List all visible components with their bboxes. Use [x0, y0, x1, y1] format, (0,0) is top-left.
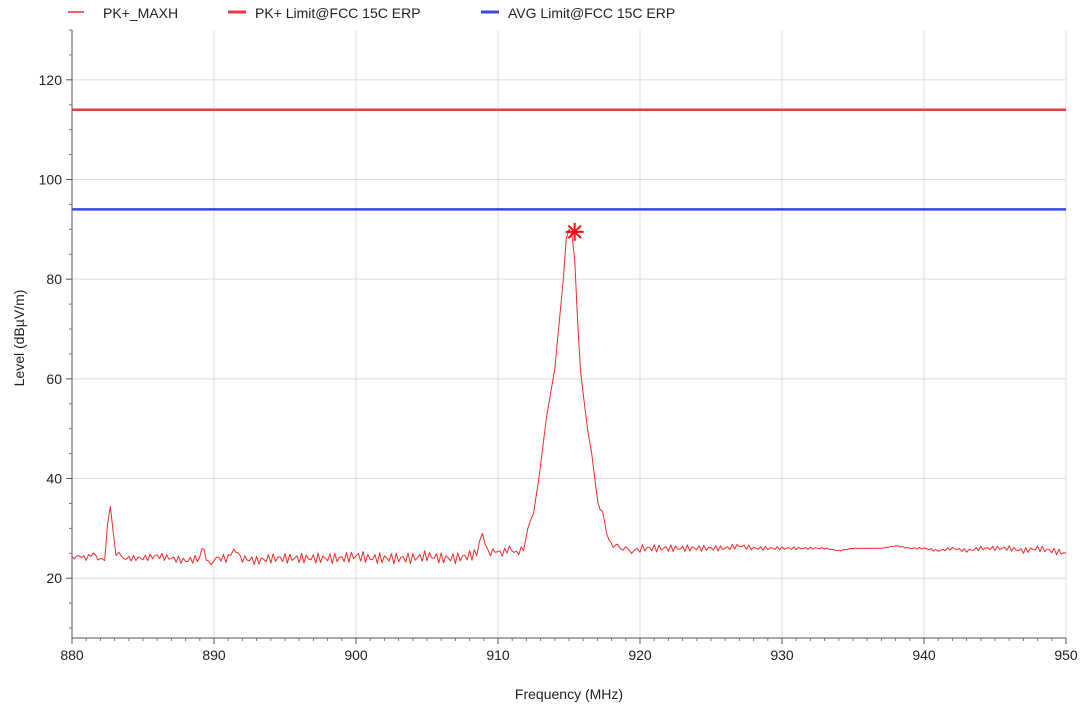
legend-label-avg-limit: AVG Limit@FCC 15C ERP — [508, 5, 675, 21]
y-tick-label: 60 — [46, 371, 62, 387]
x-tick-label: 940 — [912, 647, 936, 663]
plot-area-background — [72, 30, 1066, 638]
x-tick-label: 950 — [1054, 647, 1078, 663]
y-axis-title: Level (dBµV/m) — [11, 290, 27, 387]
legend-label-pk-maxh: PK+_MAXH — [103, 5, 178, 21]
y-tick-label: 20 — [46, 570, 62, 586]
y-tick-label: 100 — [39, 172, 63, 188]
x-tick-label: 890 — [202, 647, 226, 663]
ticks: 880 890 900 910 920 930 940 950 20 40 60 80 100 120 — [39, 29, 1078, 663]
series-layer — [71, 108, 1067, 566]
marker-layer — [565, 222, 584, 241]
peak-marker-stroke — [567, 224, 582, 239]
y-tick-label: 80 — [46, 271, 62, 287]
x-tick-label: 930 — [770, 647, 794, 663]
series-line-pk-maxh — [71, 228, 1067, 566]
x-tick-label: 910 — [486, 647, 510, 663]
x-tick-label: 900 — [344, 647, 368, 663]
x-axis-title: Frequency (MHz) — [515, 686, 623, 702]
y-tick-label: 120 — [39, 72, 63, 88]
x-tick-label: 920 — [628, 647, 652, 663]
y-tick-label: 40 — [46, 471, 62, 487]
peak-marker — [565, 222, 584, 241]
x-tick-label: 880 — [60, 647, 84, 663]
legend: PK+_MAXH PK+ Limit@FCC 15C ERP AVG Limit… — [68, 5, 675, 21]
legend-label-pk-limit: PK+ Limit@FCC 15C ERP — [255, 5, 421, 21]
grid — [71, 30, 1067, 638]
